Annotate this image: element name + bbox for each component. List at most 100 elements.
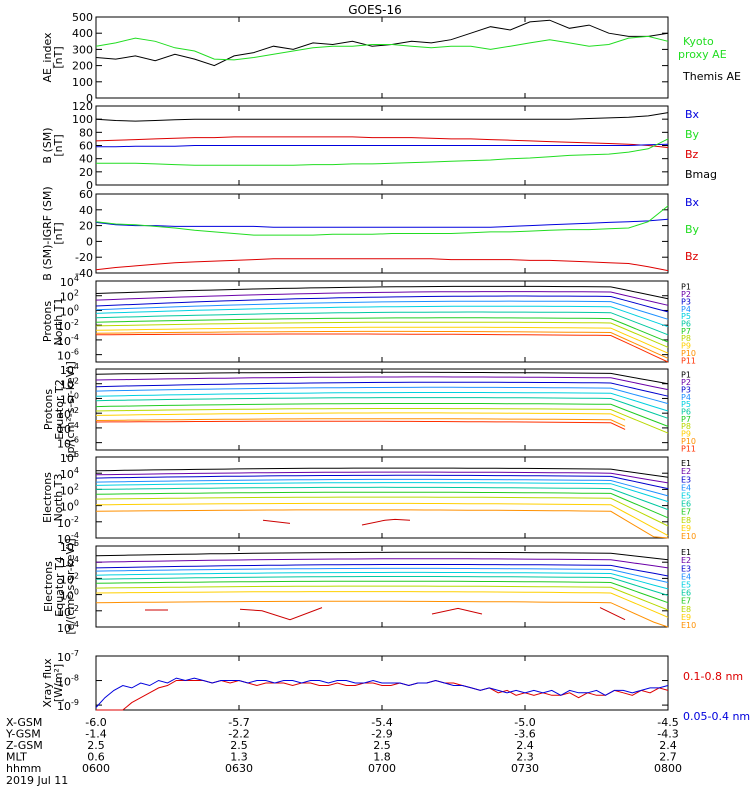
legend-bx: Bx bbox=[685, 108, 700, 121]
y-tick-exponent: 4 bbox=[74, 274, 79, 283]
y-tick-label: 400 bbox=[72, 27, 93, 40]
legend-p2: P2 bbox=[681, 378, 691, 387]
y-axis-label: B (SM)-IGRF (SM) bbox=[41, 186, 54, 280]
series-p1 bbox=[95, 285, 669, 300]
series-e1 bbox=[95, 467, 669, 478]
y-axis-label: [p/(cm²-s-sr-keV)] bbox=[64, 361, 77, 458]
y-tick-label: 0 bbox=[86, 92, 93, 105]
y-tick-exponent: 2 bbox=[74, 571, 79, 580]
footer-value: 0630 bbox=[225, 762, 253, 775]
series-kyoto-proxy-ae bbox=[95, 35, 669, 61]
series-p4 bbox=[95, 300, 669, 320]
series-p11 bbox=[95, 333, 669, 363]
footer-value: 2.3 bbox=[516, 751, 534, 764]
y-tick-exponent: -2 bbox=[71, 515, 79, 524]
series-bx bbox=[95, 218, 669, 228]
legend-p6: P6 bbox=[681, 408, 691, 417]
series-p10 bbox=[95, 418, 626, 427]
footer-value: 1.8 bbox=[373, 751, 391, 764]
footer-value: -4.5 bbox=[657, 716, 678, 729]
series-e1 bbox=[95, 551, 669, 561]
legend-p7: P7 bbox=[681, 327, 691, 336]
legend-bmag: Bmag bbox=[685, 168, 717, 181]
series-low-channel-fragment bbox=[239, 607, 323, 621]
series-low-channel-fragment bbox=[431, 607, 483, 615]
legend-e8: E8 bbox=[681, 516, 691, 525]
y-tick-label: 40 bbox=[79, 204, 93, 217]
series-e6 bbox=[95, 576, 669, 596]
series-e3 bbox=[95, 474, 669, 490]
y-tick-label: 0 bbox=[86, 235, 93, 248]
y-axis-label: Xray flux bbox=[41, 658, 54, 708]
series-low-channel-fragment bbox=[361, 518, 411, 526]
series-e2 bbox=[95, 558, 669, 569]
legend-e6: E6 bbox=[681, 500, 691, 509]
footer-value: 0700 bbox=[368, 762, 396, 775]
series-p10 bbox=[95, 330, 669, 359]
legend-p6: P6 bbox=[681, 320, 691, 329]
y-axis-label: [e/(cm²-s-sr-keV)] bbox=[64, 538, 77, 634]
legend-p1: P1 bbox=[681, 283, 691, 292]
legend-e5: E5 bbox=[681, 491, 691, 500]
y-tick-exponent: -4 bbox=[71, 531, 79, 540]
y-tick-exponent: -4 bbox=[71, 421, 79, 430]
legend-e10: E10 bbox=[681, 532, 696, 541]
panel-frame bbox=[95, 16, 669, 99]
legend-e9: E9 bbox=[681, 524, 691, 533]
series-p7 bbox=[95, 403, 669, 427]
legend-p5: P5 bbox=[681, 312, 691, 321]
legend-e8: E8 bbox=[681, 605, 691, 614]
footer-value: 1.3 bbox=[230, 751, 248, 764]
y-tick-label: 106 bbox=[60, 450, 79, 465]
y-axis-label: AE_index bbox=[41, 32, 54, 83]
legend-p5: P5 bbox=[681, 400, 691, 409]
footer-value: 0730 bbox=[511, 762, 539, 775]
y-axis-label: Electrons bbox=[41, 472, 54, 523]
y-tick-exponent: 0 bbox=[74, 303, 79, 312]
footer-label-z-gsm: Z-GSM bbox=[6, 739, 43, 752]
series-e9 bbox=[95, 502, 669, 537]
footer-value: -2.2 bbox=[228, 728, 249, 741]
y-tick-label: -20 bbox=[75, 251, 93, 264]
footer-label-x-gsm: X-GSM bbox=[6, 716, 42, 729]
y-tick-label: 20 bbox=[79, 220, 93, 233]
legend-p10: P10 bbox=[681, 437, 696, 446]
legend-kyoto: Kyoto bbox=[683, 35, 714, 48]
y-axis-label: North T3 bbox=[52, 474, 65, 522]
series-e3 bbox=[95, 564, 669, 577]
series-p5 bbox=[95, 305, 669, 328]
legend-p11: P11 bbox=[681, 356, 696, 365]
series-e10 bbox=[95, 600, 669, 628]
series-p2 bbox=[95, 376, 669, 391]
legend-p3: P3 bbox=[681, 297, 691, 306]
legend-e10: E10 bbox=[681, 621, 696, 630]
legend-p4: P4 bbox=[681, 305, 691, 314]
series-p6 bbox=[95, 397, 669, 419]
series-e9 bbox=[95, 591, 669, 618]
y-tick-exponent: 4 bbox=[74, 555, 79, 564]
series-by bbox=[95, 205, 669, 236]
series-e4 bbox=[95, 567, 669, 583]
series-0-1-0-8-nm bbox=[96, 679, 669, 711]
legend-e3: E3 bbox=[681, 564, 691, 573]
y-tick-exponent: -8 bbox=[71, 674, 79, 683]
series-themis-ae bbox=[95, 19, 669, 67]
series-p7 bbox=[95, 317, 669, 343]
series-by bbox=[96, 138, 669, 166]
footer-value: -1.4 bbox=[85, 728, 106, 741]
series-p4 bbox=[95, 386, 669, 405]
legend-e3: E3 bbox=[681, 475, 691, 484]
series-e4 bbox=[95, 478, 669, 497]
legend-e1: E1 bbox=[681, 548, 691, 557]
legend-xray-short: 0.05-0.4 nm bbox=[683, 710, 750, 723]
footer-value: -5.7 bbox=[228, 716, 249, 729]
y-tick-label: 80 bbox=[79, 126, 93, 139]
y-tick-label: 100 bbox=[72, 76, 93, 89]
series-e5 bbox=[95, 482, 669, 503]
y-tick-exponent: 0 bbox=[74, 499, 79, 508]
series-p5 bbox=[95, 392, 669, 412]
y-tick-label: 200 bbox=[72, 60, 93, 73]
y-tick-exponent: -6 bbox=[71, 348, 79, 357]
